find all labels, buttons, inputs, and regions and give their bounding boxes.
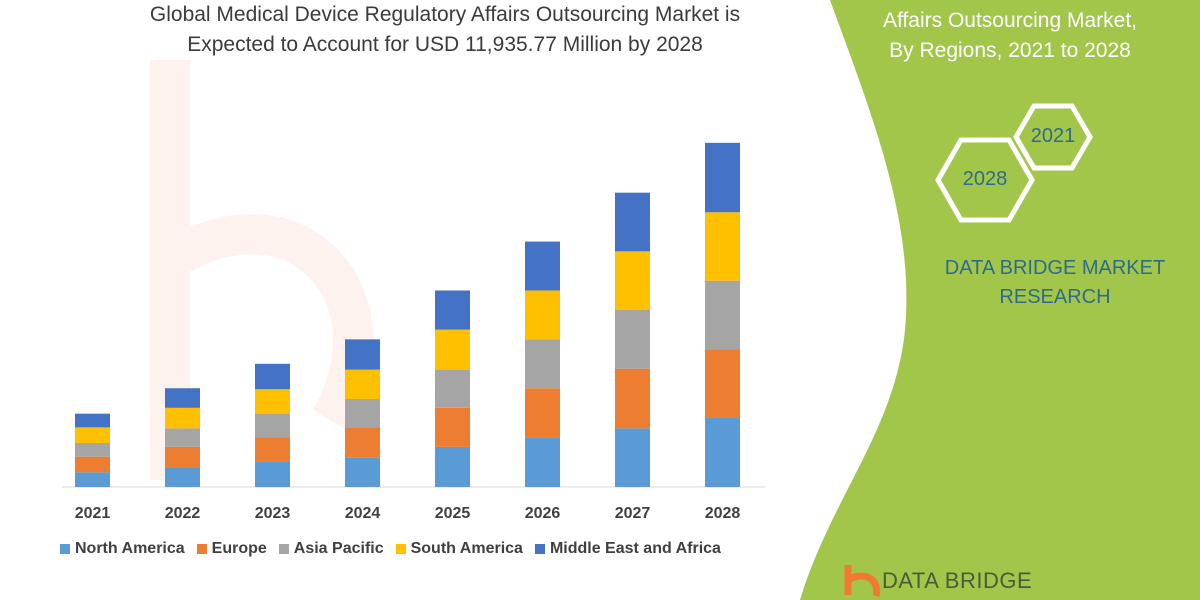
bar-segment-2026-north-america <box>525 437 560 487</box>
bar-segment-2021-europe <box>75 456 110 473</box>
bar-segment-2025-middle-east-and-africa <box>435 290 470 330</box>
legend-swatch <box>196 544 207 554</box>
bar-segment-2027-europe <box>615 368 650 429</box>
bar-segment-2027-asia-pacific <box>615 310 650 369</box>
x-tick-label: 2022 <box>165 505 201 522</box>
legend-label: Asia Pacific <box>293 540 384 557</box>
chart-legend: North America Europe Asia Pacific South Ame… <box>60 540 721 558</box>
legend-label: Europe <box>211 540 267 557</box>
side-title-line2: By Regions, 2021 to 2028 <box>889 39 1131 62</box>
x-tick-label: 2025 <box>435 505 471 522</box>
x-tick-label: 2024 <box>345 505 381 522</box>
legend-label: South America <box>410 540 523 557</box>
bar-segment-2027-north-america <box>615 428 650 487</box>
legend-item: Middle East and Africa <box>534 540 721 558</box>
green-side-panel <box>800 0 1200 600</box>
chart-title-line2: Expected to Account for USD 11,935.77 Mi… <box>187 33 703 56</box>
x-tick-label: 2027 <box>615 505 651 522</box>
x-tick-label: 2023 <box>255 505 291 522</box>
bar-segment-2023-north-america <box>255 461 290 487</box>
logo-icon <box>844 565 881 597</box>
legend-item: North America <box>60 540 185 558</box>
legend-item: Asia Pacific <box>278 540 384 558</box>
bar-segment-2028-south-america <box>705 212 740 281</box>
bar-segment-2028-asia-pacific <box>705 280 740 350</box>
bar-segment-2023-middle-east-and-africa <box>255 363 290 390</box>
bar-segment-2024-asia-pacific <box>345 399 380 428</box>
bar-segment-2028-north-america <box>705 417 740 487</box>
legend-swatch <box>534 544 545 554</box>
legend-swatch <box>395 544 406 554</box>
x-tick-label: 2028 <box>705 505 741 522</box>
bar-segment-2023-asia-pacific <box>255 413 290 438</box>
x-tick-label: 2021 <box>75 505 111 522</box>
legend-label: Middle East and Africa <box>549 540 721 557</box>
bar-segment-2024-south-america <box>345 369 380 399</box>
logo-text: DATA BRIDGE <box>882 568 1033 593</box>
side-title-line1: Affairs Outsourcing Market, <box>882 9 1138 32</box>
bar-segment-2021-asia-pacific <box>75 443 110 457</box>
bar-segment-2021-middle-east-and-africa <box>75 413 110 428</box>
bar-segment-2022-asia-pacific <box>165 428 200 447</box>
chart-title-line1: Global Medical Device Regulatory Affairs… <box>149 3 741 26</box>
bar-segment-2022-north-america <box>165 467 200 487</box>
hexagon-2028 <box>935 137 1035 223</box>
legend-item: South America <box>395 540 523 558</box>
bar-segment-2026-asia-pacific <box>525 339 560 389</box>
bar-segment-2024-middle-east-and-africa <box>345 339 380 370</box>
bar-segment-2025-south-america <box>435 329 470 370</box>
hex-label-2028: 2028 <box>962 168 1008 190</box>
bar-segment-2026-europe <box>525 388 560 438</box>
legend-swatch <box>278 544 289 554</box>
brand-line2: RESEARCH <box>999 286 1111 308</box>
bar-segment-2028-europe <box>705 349 740 418</box>
legend-swatch <box>60 544 70 554</box>
bar-segment-2026-middle-east-and-africa <box>525 241 560 291</box>
hexagon-2021 <box>1013 103 1093 171</box>
legend-label: North America <box>75 540 185 557</box>
bar-segment-2021-south-america <box>75 427 110 443</box>
bar-segment-2023-south-america <box>255 389 290 414</box>
bar-segment-2024-europe <box>345 427 380 458</box>
bar-segment-2022-europe <box>165 446 200 468</box>
hex-label-2021: 2021 <box>1030 125 1076 147</box>
legend-item: Europe <box>196 540 267 558</box>
brand-line1: DATA BRIDGE MARKET <box>944 257 1166 279</box>
bar-segment-2025-asia-pacific <box>435 369 470 408</box>
bar-segment-2022-middle-east-and-africa <box>165 388 200 408</box>
bar-segment-2025-north-america <box>435 446 470 487</box>
bar-segment-2023-europe <box>255 437 290 462</box>
bar-segment-2024-north-america <box>345 457 380 487</box>
bar-segment-2025-europe <box>435 407 470 447</box>
bar-segment-2027-south-america <box>615 251 650 311</box>
bar-segment-2028-middle-east-and-africa <box>705 142 740 213</box>
bar-segment-2021-north-america <box>75 472 110 487</box>
bar-segment-2022-south-america <box>165 407 200 429</box>
bar-segment-2027-middle-east-and-africa <box>615 192 650 252</box>
bar-segment-2026-south-america <box>525 290 560 340</box>
x-tick-label: 2026 <box>525 505 561 522</box>
